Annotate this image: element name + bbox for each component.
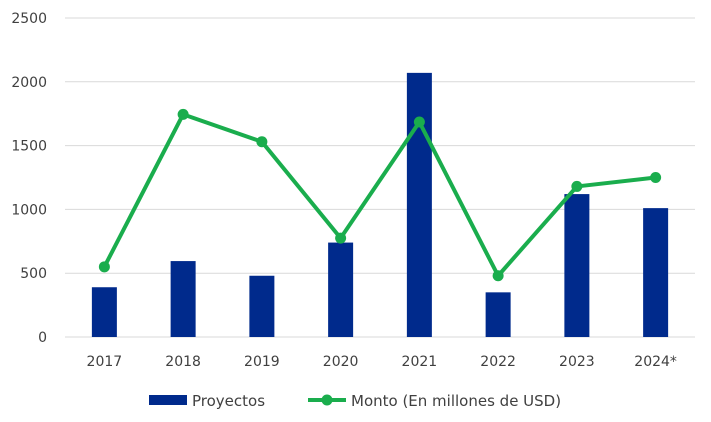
y-tick-label: 500 — [20, 266, 47, 282]
bar-2022 — [485, 292, 511, 337]
line-series-monto — [98, 108, 662, 282]
y-tick-label: 0 — [38, 330, 47, 346]
point-2024 — [650, 172, 662, 183]
x-tick-label: 2023 — [559, 354, 595, 370]
point-2019 — [256, 136, 268, 148]
bar-2023 — [564, 194, 590, 337]
bar-2017 — [91, 287, 117, 337]
x-tick-label: 2018 — [165, 354, 201, 370]
bar-2019 — [249, 275, 275, 337]
y-tick-label: 2500 — [11, 11, 47, 27]
point-2022 — [492, 270, 504, 282]
x-tick-label: 2019 — [244, 354, 280, 370]
bar-series-proyectos — [91, 72, 669, 338]
y-tick-label: 1000 — [11, 202, 47, 218]
legend-label-proyectos: Proyectos — [192, 392, 265, 410]
line-path-monto — [102, 112, 656, 278]
y-tick-label: 2000 — [11, 75, 47, 91]
point-2021 — [413, 116, 425, 128]
point-2020 — [335, 232, 347, 244]
y-tick-label: 1500 — [11, 139, 47, 155]
point-2017 — [98, 261, 110, 273]
x-tick-label: 2022 — [480, 354, 516, 370]
bar-2020 — [328, 242, 354, 337]
legend: Proyectos Monto (En millones de USD) — [149, 392, 561, 410]
gridlines — [65, 17, 695, 338]
x-tick-label: 2021 — [402, 354, 438, 370]
y-axis: 0 500 1000 1500 2000 2500 — [11, 11, 47, 346]
point-2023 — [571, 180, 583, 192]
bar-2021 — [406, 72, 432, 338]
bar-2024 — [643, 208, 669, 337]
bar-2018 — [170, 261, 196, 337]
legend-marker-monto — [321, 394, 333, 406]
x-tick-label: 2024* — [634, 354, 677, 370]
x-tick-label: 2017 — [87, 354, 123, 370]
legend-swatch-proyectos — [149, 395, 187, 405]
x-tick-label: 2020 — [323, 354, 359, 370]
point-2018 — [177, 108, 189, 120]
x-axis: 2017 2018 2019 2020 2021 2022 2023 2024* — [87, 354, 677, 370]
legend-label-monto: Monto (En millones de USD) — [351, 392, 561, 410]
